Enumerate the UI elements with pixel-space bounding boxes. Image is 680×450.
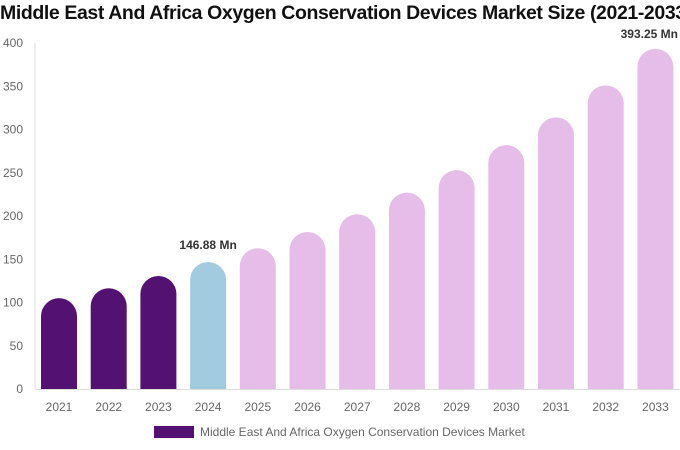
y-tick-label: 250 bbox=[3, 166, 23, 180]
y-tick-label: 300 bbox=[3, 123, 23, 137]
y-tick-label: 0 bbox=[16, 382, 23, 396]
legend: Middle East And Africa Oxygen Conservati… bbox=[154, 425, 525, 439]
legend-swatch bbox=[154, 426, 194, 438]
x-tick-label: 2032 bbox=[592, 400, 619, 414]
x-tick-label: 2030 bbox=[493, 400, 520, 414]
bar-2026 bbox=[289, 232, 326, 389]
bar-2021 bbox=[41, 298, 77, 389]
bar-2031 bbox=[538, 117, 574, 389]
bar-2022 bbox=[90, 288, 127, 389]
legend-label: Middle East And Africa Oxygen Conservati… bbox=[200, 425, 525, 439]
x-tick-label: 2025 bbox=[244, 400, 271, 414]
y-tick-label: 50 bbox=[10, 339, 24, 353]
y-tick-label: 200 bbox=[3, 209, 23, 223]
x-tick-label: 2026 bbox=[294, 400, 321, 414]
bar-2030 bbox=[488, 145, 525, 389]
x-tick-label: 2033 bbox=[642, 400, 669, 414]
bar-2033 bbox=[637, 48, 674, 390]
y-tick-label: 350 bbox=[3, 79, 23, 93]
bar-2023 bbox=[140, 275, 177, 389]
x-tick-label: 2022 bbox=[95, 400, 122, 414]
bar-2029 bbox=[438, 170, 475, 389]
y-tick-label: 150 bbox=[3, 252, 23, 266]
y-tick-label: 400 bbox=[3, 36, 23, 50]
bar-2028 bbox=[388, 192, 425, 389]
data-label-2033: 393.25 Mn bbox=[621, 27, 678, 41]
data-label-2024: 146.88 Mn bbox=[179, 238, 236, 252]
y-tick-label: 100 bbox=[3, 296, 23, 310]
x-tick-label: 2027 bbox=[344, 400, 371, 414]
x-tick-label: 2023 bbox=[145, 400, 172, 414]
x-tick-label: 2021 bbox=[46, 400, 73, 414]
bar-2027 bbox=[339, 214, 376, 389]
x-tick-label: 2029 bbox=[443, 400, 470, 414]
bar-2024 bbox=[190, 261, 227, 389]
x-tick-label: 2031 bbox=[543, 400, 570, 414]
bar-2032 bbox=[587, 85, 624, 389]
bar-2025 bbox=[239, 248, 276, 389]
chart-title: Middle East And Africa Oxygen Conservati… bbox=[0, 2, 680, 24]
x-tick-label: 2024 bbox=[195, 400, 222, 414]
x-tick-label: 2028 bbox=[394, 400, 421, 414]
